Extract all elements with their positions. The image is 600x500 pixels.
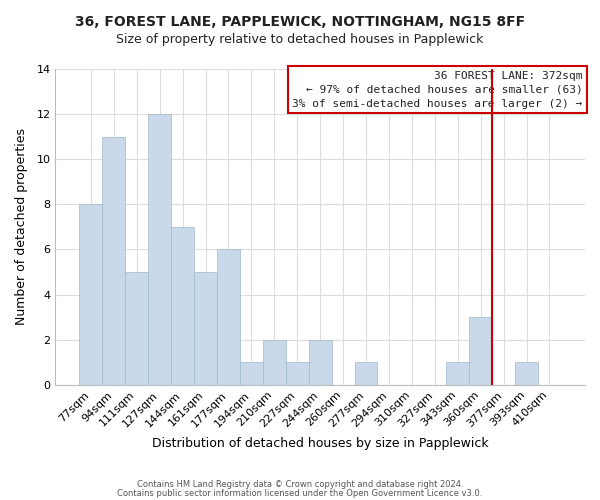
Bar xyxy=(263,340,286,385)
Text: 36, FOREST LANE, PAPPLEWICK, NOTTINGHAM, NG15 8FF: 36, FOREST LANE, PAPPLEWICK, NOTTINGHAM,… xyxy=(75,15,525,29)
Bar xyxy=(125,272,148,385)
Bar xyxy=(240,362,263,385)
Bar xyxy=(286,362,308,385)
Bar xyxy=(446,362,469,385)
Y-axis label: Number of detached properties: Number of detached properties xyxy=(15,128,28,326)
Text: 36 FOREST LANE: 372sqm
← 97% of detached houses are smaller (63)
3% of semi-deta: 36 FOREST LANE: 372sqm ← 97% of detached… xyxy=(292,70,583,108)
Bar xyxy=(148,114,171,385)
Bar xyxy=(355,362,377,385)
Bar xyxy=(515,362,538,385)
X-axis label: Distribution of detached houses by size in Papplewick: Distribution of detached houses by size … xyxy=(152,437,488,450)
Text: Contains public sector information licensed under the Open Government Licence v3: Contains public sector information licen… xyxy=(118,489,482,498)
Bar xyxy=(103,136,125,385)
Bar xyxy=(469,317,492,385)
Bar xyxy=(194,272,217,385)
Text: Contains HM Land Registry data © Crown copyright and database right 2024.: Contains HM Land Registry data © Crown c… xyxy=(137,480,463,489)
Bar xyxy=(217,250,240,385)
Bar xyxy=(79,204,103,385)
Bar xyxy=(308,340,332,385)
Text: Size of property relative to detached houses in Papplewick: Size of property relative to detached ho… xyxy=(116,32,484,46)
Bar xyxy=(171,227,194,385)
